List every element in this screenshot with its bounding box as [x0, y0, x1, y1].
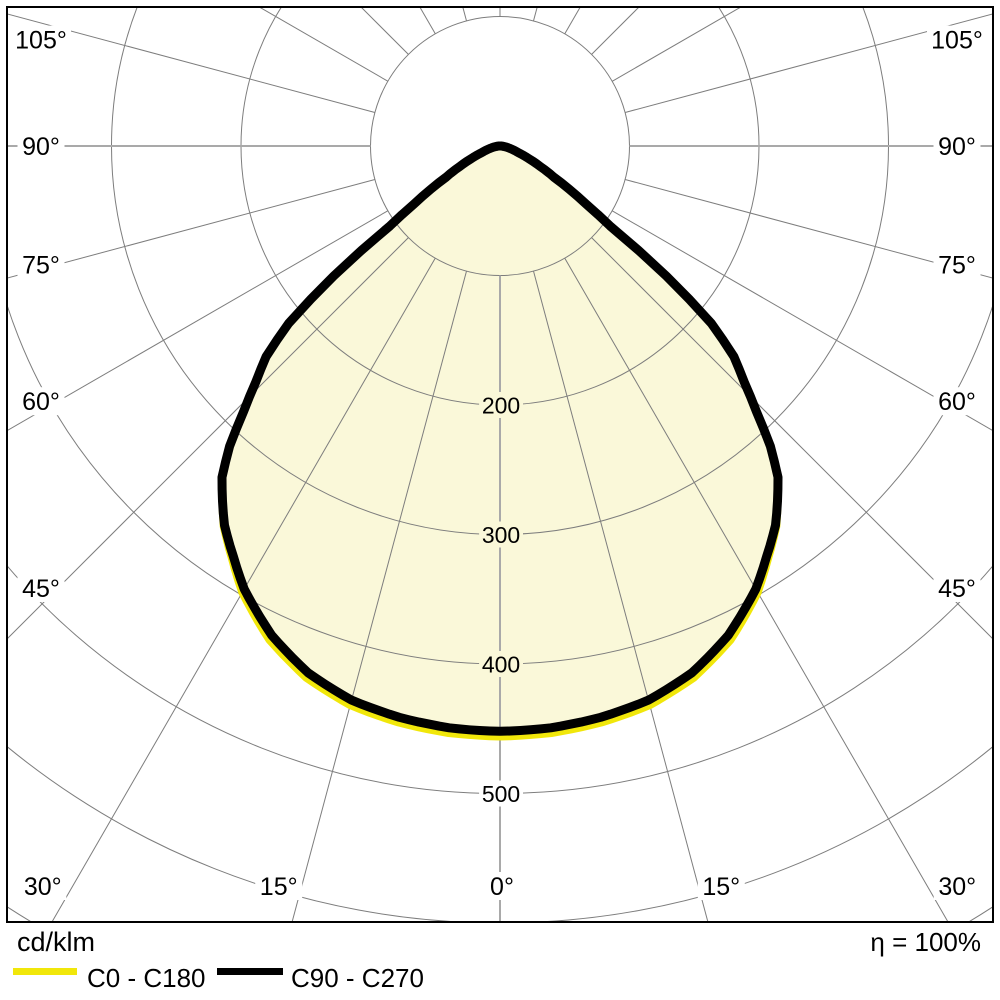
angle-label-left-45-bg	[17, 574, 65, 602]
angle-label-bottom-0: 0°	[490, 873, 514, 901]
angle-label-left-60-bg	[17, 387, 65, 416]
grid-ray-330	[51, 257, 436, 922]
angle-label-right-60: 60°	[938, 388, 976, 416]
angle-label-right-75: 75°	[938, 251, 976, 279]
angle-label-right-75-bg	[933, 250, 981, 279]
efficiency-label: η = 100%	[870, 927, 981, 957]
grid-ray-15	[533, 270, 709, 922]
angle-label-right-90-bg	[933, 132, 981, 160]
angle-label-right-45: 45°	[938, 575, 976, 603]
radial-label-500-bg	[479, 780, 523, 807]
legend-swatch-c0-c180	[13, 968, 77, 975]
angle-label-left-90: 90°	[22, 133, 60, 161]
grid-ray-345	[291, 270, 467, 922]
legend-swatch-c90-c270	[217, 968, 283, 975]
grid-ray-195	[462, 7, 467, 22]
grid-ray-300	[7, 210, 389, 432]
grid-ray-315	[7, 237, 409, 640]
angle-label-left-75: 75°	[22, 251, 60, 279]
angle-label-right-45-bg	[933, 574, 981, 602]
angle-label-right-105-bg	[927, 25, 987, 54]
angle-label-bottom-0-bg	[485, 872, 519, 900]
angle-label-right-30-bg	[933, 872, 981, 900]
chart-border	[6, 6, 994, 923]
angle-label-right-30: 30°	[938, 873, 976, 901]
angle-label-left-60: 60°	[22, 388, 60, 416]
grid-ray-165	[533, 7, 538, 22]
angle-label-right-15: 15°	[702, 873, 740, 901]
angle-label-left-15: 15°	[260, 873, 298, 901]
angle-label-left-105-bg	[11, 25, 71, 54]
angle-label-left-30-bg	[19, 872, 67, 900]
grid-ray-75	[624, 179, 993, 279]
angle-label-left-15-bg	[255, 872, 303, 900]
angle-label-right-90: 90°	[938, 133, 976, 161]
radial-label-200: 200	[482, 392, 520, 418]
angle-label-left-30: 30°	[24, 873, 62, 901]
grid-ray-60	[611, 210, 993, 432]
radial-label-500: 500	[482, 781, 520, 807]
grid-ray-285	[7, 179, 376, 279]
radial-label-200-bg	[479, 392, 523, 418]
grid-ray-45	[591, 237, 993, 640]
legend-label-c0-c180: C0 - C180	[87, 963, 206, 993]
legend-label-c90-c270: C90 - C270	[291, 963, 424, 993]
radial-label-400-bg	[479, 651, 523, 677]
unit-label: cd/klm	[17, 927, 95, 957]
angle-label-right-105: 105°	[931, 27, 983, 55]
angle-label-right-15-bg	[697, 872, 745, 900]
grid-ray-30	[564, 257, 949, 922]
grid-ray-105	[624, 13, 993, 113]
angle-label-right-60-bg	[933, 387, 981, 416]
radial-label-300: 300	[482, 522, 520, 548]
radial-label-400: 400	[482, 651, 520, 677]
grid-ray-255	[7, 13, 376, 113]
curve-c90-c270	[217, 141, 783, 736]
angle-label-left-45: 45°	[22, 575, 60, 603]
angle-label-left-75-bg	[17, 250, 65, 279]
angle-label-left-105: 105°	[15, 27, 67, 55]
angle-label-left-90-bg	[17, 132, 65, 160]
radial-label-300-bg	[479, 521, 523, 548]
